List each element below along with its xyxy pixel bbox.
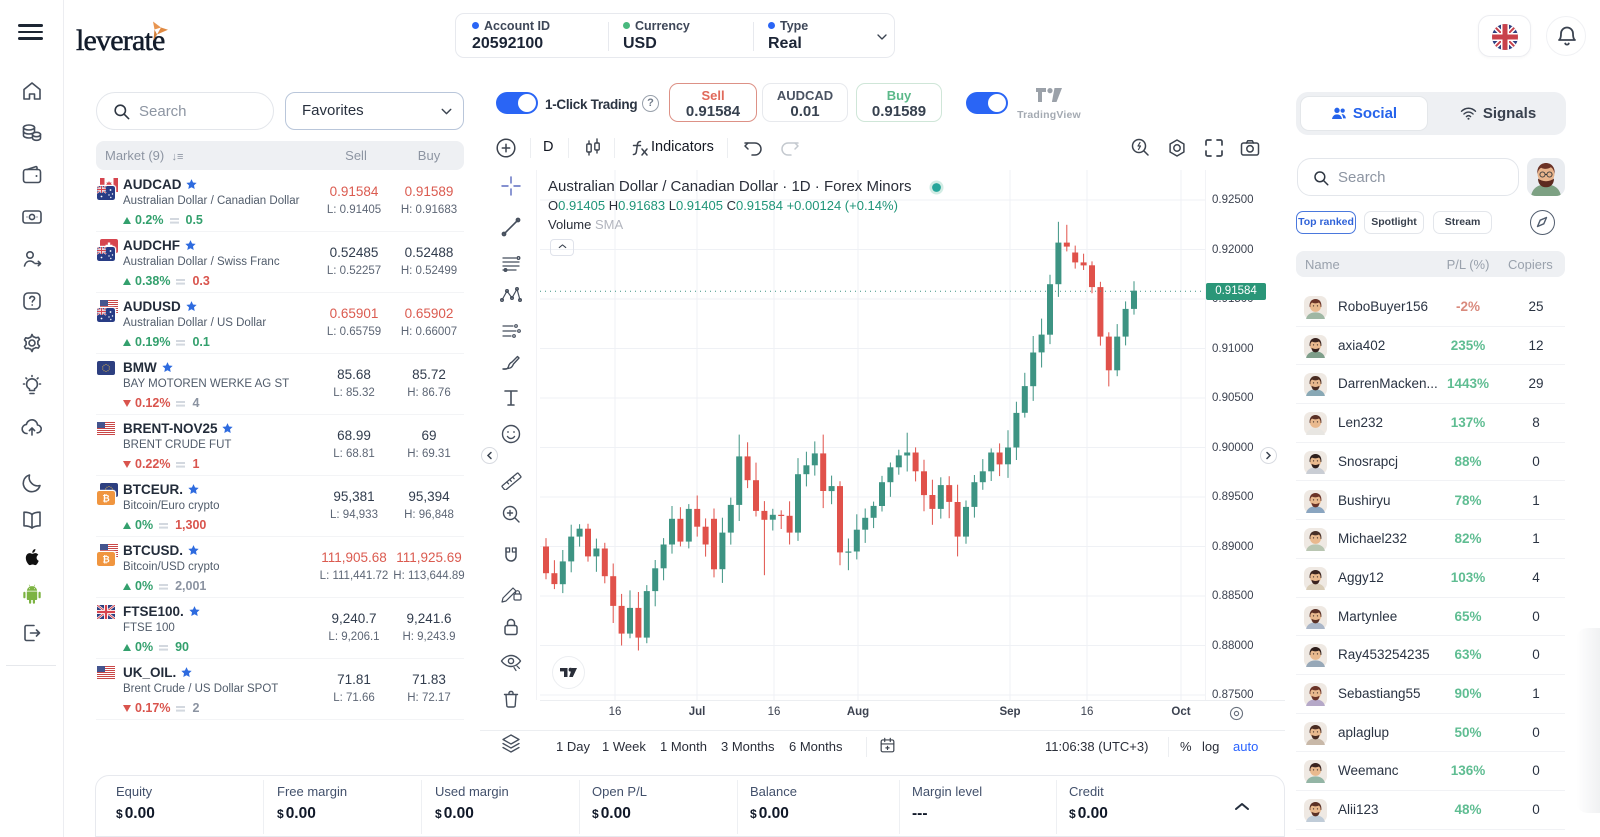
svg-text:₿: ₿ — [102, 494, 109, 504]
svg-text:₿: ₿ — [102, 555, 109, 565]
